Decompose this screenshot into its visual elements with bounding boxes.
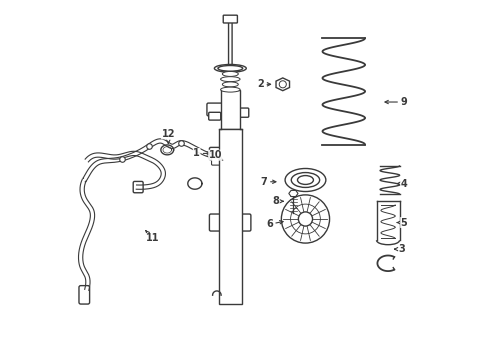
Text: 6: 6 (265, 219, 283, 229)
Ellipse shape (222, 71, 238, 76)
Ellipse shape (220, 66, 240, 71)
Polygon shape (275, 78, 289, 91)
Circle shape (281, 195, 329, 243)
FancyBboxPatch shape (79, 285, 89, 304)
Text: 10: 10 (208, 150, 223, 160)
FancyBboxPatch shape (239, 214, 250, 231)
FancyBboxPatch shape (218, 129, 242, 304)
Text: 11: 11 (145, 231, 159, 243)
Ellipse shape (285, 168, 325, 192)
Text: 3: 3 (394, 244, 405, 254)
FancyBboxPatch shape (209, 147, 225, 160)
Text: 2: 2 (257, 79, 270, 89)
FancyBboxPatch shape (133, 181, 143, 193)
FancyBboxPatch shape (206, 103, 223, 116)
Text: 7: 7 (260, 177, 275, 187)
Text: 9: 9 (384, 97, 407, 107)
Ellipse shape (220, 87, 240, 92)
Ellipse shape (218, 66, 242, 71)
Circle shape (279, 81, 286, 88)
FancyBboxPatch shape (228, 20, 232, 67)
Polygon shape (288, 190, 297, 197)
FancyBboxPatch shape (238, 108, 248, 117)
Ellipse shape (214, 64, 246, 72)
Text: 5: 5 (396, 217, 407, 228)
Circle shape (298, 212, 312, 226)
FancyBboxPatch shape (208, 112, 220, 120)
Ellipse shape (291, 172, 319, 188)
FancyBboxPatch shape (209, 214, 221, 231)
FancyBboxPatch shape (223, 15, 237, 23)
Text: 8: 8 (272, 196, 283, 206)
Ellipse shape (297, 176, 313, 184)
FancyBboxPatch shape (211, 158, 220, 165)
Text: 12: 12 (161, 129, 175, 143)
Ellipse shape (220, 77, 240, 82)
Text: 4: 4 (396, 179, 407, 189)
Ellipse shape (222, 82, 238, 87)
Text: 1: 1 (193, 148, 210, 158)
FancyBboxPatch shape (220, 90, 240, 129)
